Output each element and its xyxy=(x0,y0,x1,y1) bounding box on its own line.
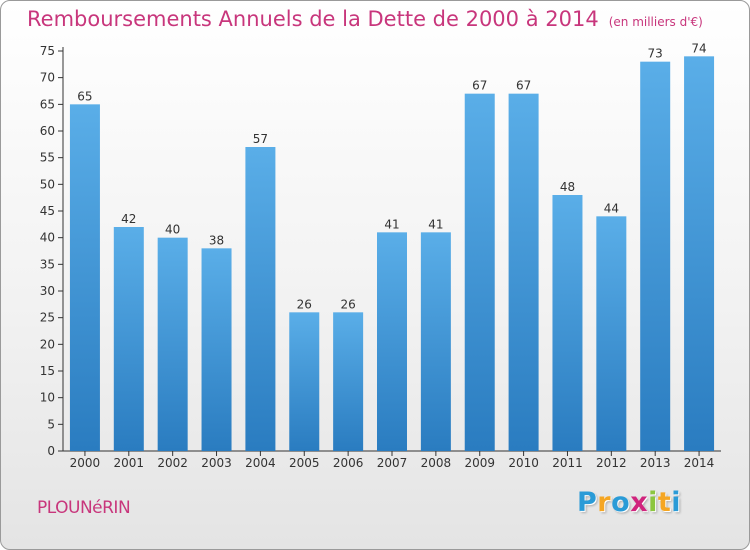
x-tick-label: 2002 xyxy=(157,456,188,470)
bar-value-label: 67 xyxy=(472,79,487,93)
x-tick-label: 2007 xyxy=(377,456,408,470)
bar xyxy=(464,93,495,452)
y-tick-label: 70 xyxy=(40,71,55,85)
bar xyxy=(640,61,671,452)
bar-value-label: 41 xyxy=(384,217,399,231)
bar xyxy=(289,312,320,451)
bar-value-label: 26 xyxy=(297,297,312,311)
bar xyxy=(552,195,583,451)
bar xyxy=(377,232,407,451)
x-tick-label: 2001 xyxy=(114,456,145,470)
y-tick-label: 60 xyxy=(40,124,55,138)
y-tick-label: 20 xyxy=(40,337,55,351)
bar xyxy=(245,147,276,451)
bar xyxy=(596,216,627,451)
x-tick-label: 2009 xyxy=(464,456,495,470)
x-tick-label: 2011 xyxy=(552,456,583,470)
x-tick-label: 2013 xyxy=(640,456,671,470)
bar xyxy=(69,104,100,451)
bar-value-label: 67 xyxy=(516,79,531,93)
y-tick-label: 40 xyxy=(40,231,55,245)
logo-letter: P xyxy=(577,487,598,518)
x-tick-label: 2010 xyxy=(508,456,539,470)
logo-letter: x xyxy=(630,487,649,518)
y-tick-label: 25 xyxy=(40,311,55,325)
x-tick-label: 2008 xyxy=(421,456,452,470)
proxiti-logo: Proxiti xyxy=(577,487,681,518)
bar-value-label: 26 xyxy=(340,297,355,311)
y-tick-label: 30 xyxy=(40,284,55,298)
bar xyxy=(333,312,364,451)
y-tick-label: 15 xyxy=(40,364,55,378)
chart-title: Remboursements Annuels de la Dette de 20… xyxy=(27,7,703,31)
x-tick-label: 2004 xyxy=(245,456,276,470)
y-tick-label: 50 xyxy=(40,177,55,191)
y-tick-label: 35 xyxy=(40,257,55,271)
commune-name: PLOUNéRIN xyxy=(37,498,131,518)
title-text: Remboursements Annuels de la Dette de 20… xyxy=(27,7,599,31)
bar-value-label: 73 xyxy=(648,47,663,61)
bar xyxy=(420,232,451,451)
bar-value-label: 57 xyxy=(253,132,268,146)
logo-letter: r xyxy=(597,487,612,518)
y-tick-label: 45 xyxy=(40,204,55,218)
logo-letter: o xyxy=(611,487,631,518)
bar-value-label: 65 xyxy=(77,89,92,103)
bar-value-label: 41 xyxy=(428,217,443,231)
bar-value-label: 74 xyxy=(691,41,706,55)
x-tick-label: 2000 xyxy=(70,456,101,470)
bar-value-label: 40 xyxy=(165,223,180,237)
bar xyxy=(113,227,144,451)
title-unit: (en milliers d'€) xyxy=(608,15,703,29)
bar xyxy=(157,237,188,451)
bar-value-label: 38 xyxy=(209,233,224,247)
y-tick-label: 65 xyxy=(40,97,55,111)
y-tick-label: 5 xyxy=(47,417,55,431)
y-tick-label: 75 xyxy=(40,44,55,58)
logo-letter: i xyxy=(671,487,682,518)
y-tick-label: 10 xyxy=(40,391,55,405)
y-tick-label: 55 xyxy=(40,151,55,165)
bar xyxy=(684,56,715,451)
bar-value-label: 42 xyxy=(121,212,136,226)
bar xyxy=(508,93,539,452)
y-tick-label: 0 xyxy=(47,444,55,458)
x-tick-label: 2003 xyxy=(201,456,232,470)
x-tick-label: 2014 xyxy=(684,456,715,470)
x-tick-label: 2005 xyxy=(289,456,320,470)
logo-letter: t xyxy=(657,487,672,518)
bar xyxy=(201,248,232,451)
logo-letter: i xyxy=(648,487,658,518)
bar-value-label: 44 xyxy=(604,201,619,215)
x-tick-label: 2012 xyxy=(596,456,627,470)
x-tick-label: 2006 xyxy=(333,456,364,470)
bar-value-label: 48 xyxy=(560,180,575,194)
